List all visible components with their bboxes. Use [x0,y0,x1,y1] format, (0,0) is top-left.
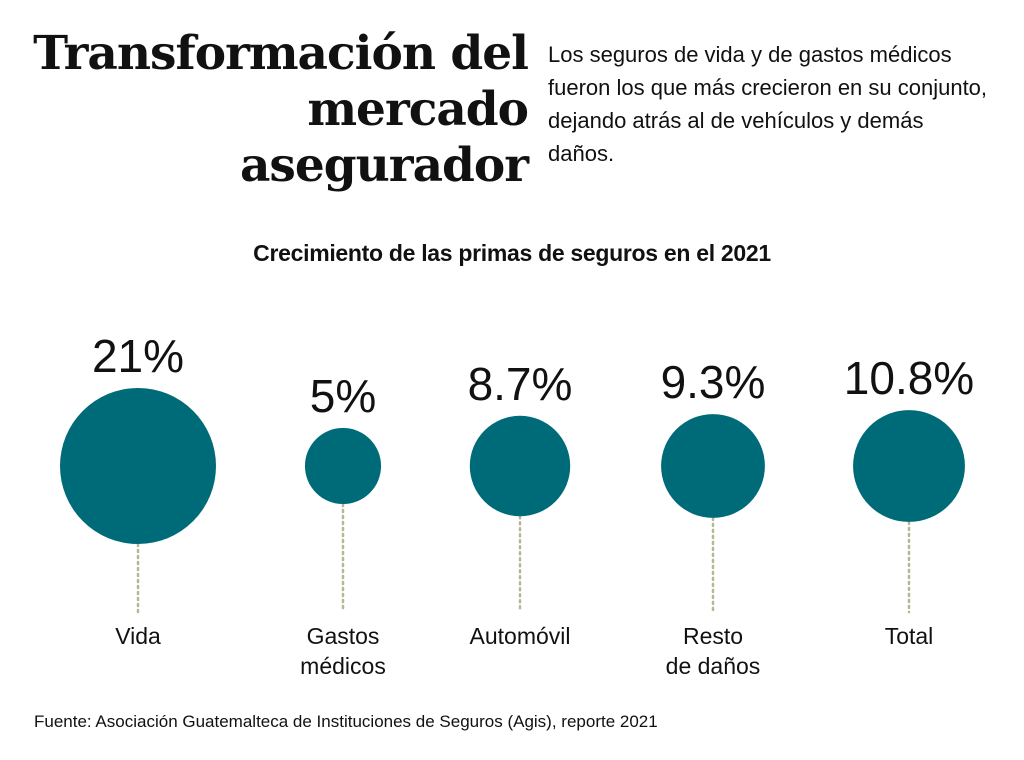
value-label: 9.3% [661,356,766,408]
value-label: 21% [92,330,184,382]
data-bubble [853,410,965,522]
intro-text: Los seguros de vida y de gastos médicos … [548,42,988,166]
page-title: Transformación del mercado asegurador [33,26,529,193]
chart-title: Crecimiento de las primas de seguros en … [253,240,771,266]
data-bubble [304,427,382,505]
data-bubble [60,388,216,544]
data-bubble [661,414,765,518]
category-label: Vida [115,623,161,649]
category-label: Resto [683,623,743,649]
category-label: de daños [666,653,761,679]
bubble-chart: 21% Vida 5% Gastos médicos 8.7% Automóvil 9.3% R… [60,330,974,679]
category-label: médicos [300,653,386,679]
source-note: Fuente: Asociación Guatemalteca de Insti… [34,712,658,731]
category-label: Gastos [307,623,380,649]
data-bubble [469,415,571,517]
value-label: 8.7% [468,358,573,410]
category-label: Automóvil [470,623,571,649]
category-label: Total [885,623,934,649]
value-label: 10.8% [844,352,974,404]
value-label: 5% [310,370,376,422]
